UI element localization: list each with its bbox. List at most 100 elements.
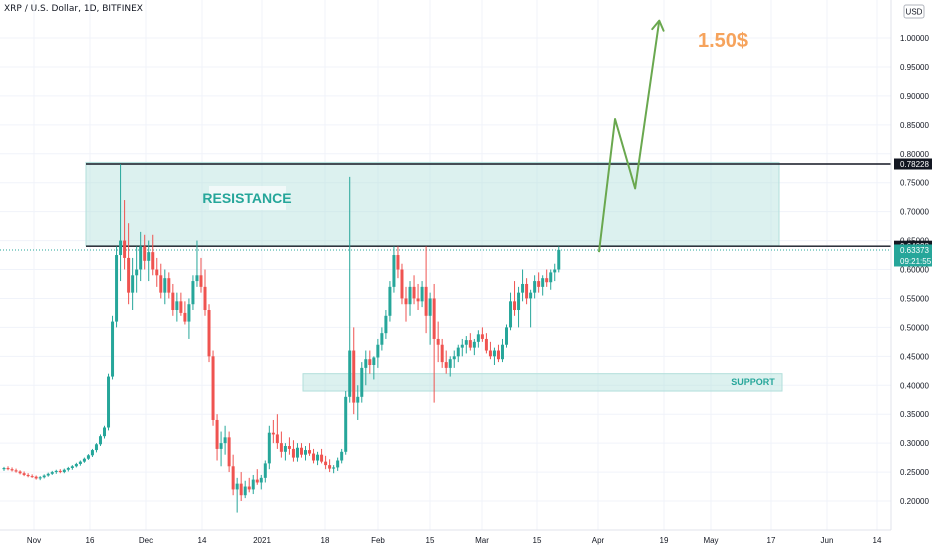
candle-up [187, 304, 191, 322]
price-tick-label: 0.80000 [900, 150, 929, 159]
time-tick-label: 15 [533, 536, 542, 545]
candle-up [316, 454, 320, 461]
candle-down [199, 275, 203, 287]
zones-layer [85, 161, 783, 392]
price-tick-label: 0.30000 [900, 439, 929, 448]
candle-down [203, 286, 207, 311]
candle-up [332, 467, 336, 469]
time-tick-label: 2021 [253, 536, 271, 545]
zone-label-background [209, 186, 286, 210]
time-tick-label: Mar [475, 536, 489, 545]
projection-arrowhead [651, 19, 665, 32]
candle-up [263, 463, 267, 478]
candle-up [295, 447, 299, 458]
price-axis-tag-value: 0.63373 [900, 246, 929, 255]
candle-down [207, 310, 211, 357]
candle-up [372, 357, 376, 365]
time-tick-label: Jun [821, 536, 834, 545]
candle-up [529, 292, 533, 299]
axis-controls[interactable]: 1 USD [903, 4, 925, 19]
candle-up [553, 269, 557, 273]
candle-up [191, 281, 195, 305]
candle-up [267, 432, 271, 464]
candle-up [336, 460, 340, 468]
candle-up [119, 240, 123, 256]
candle-up [364, 359, 368, 368]
candle-up [533, 281, 537, 293]
zone-label-resistance: RESISTANCE [202, 190, 291, 206]
candle-up [195, 275, 199, 282]
candle-down [488, 350, 492, 357]
candle-up [388, 286, 392, 316]
candle-down [34, 476, 38, 479]
price-tick-label: 0.50000 [900, 323, 929, 332]
candle-up [259, 477, 263, 483]
time-tick-label: 16 [86, 536, 95, 545]
candle-down [328, 465, 332, 469]
candle-down [440, 344, 444, 363]
candle-down [143, 246, 147, 261]
candle-up [517, 292, 521, 311]
candle-down [368, 359, 372, 365]
candle-down [279, 443, 283, 452]
candle-down [496, 350, 500, 360]
candle-down [308, 450, 312, 454]
candle-up [163, 278, 167, 293]
currency-label: USD [906, 8, 923, 17]
candle-up [505, 327, 508, 345]
candle-up [428, 298, 432, 316]
candle-up [420, 286, 424, 302]
target-price-label: 1.50$ [698, 30, 748, 52]
candle-up [54, 470, 58, 473]
currency-button[interactable] [903, 4, 925, 19]
candle-up [131, 275, 135, 293]
candle-up [476, 334, 480, 342]
candle-down [480, 334, 484, 339]
candle-up [70, 466, 74, 469]
price-tick-label: 0.75000 [900, 179, 929, 188]
projection-arrow-path [597, 20, 661, 253]
candle-up [464, 340, 468, 345]
chart-title: XRP / U.S. Dollar, 1D, BITFINEX [4, 4, 143, 14]
candle-up [448, 359, 452, 368]
candle-down [320, 454, 324, 462]
candle-up [549, 272, 553, 283]
candle-down [215, 419, 219, 449]
candle-down [400, 269, 404, 299]
candle-up [86, 455, 90, 459]
candle-up [492, 350, 496, 357]
candle-up [557, 249, 561, 270]
candle-up [98, 436, 102, 445]
candle-down [255, 479, 259, 483]
candle-up [521, 283, 525, 293]
candle-down [513, 301, 517, 311]
candle-down [444, 362, 448, 368]
candle-up [380, 333, 384, 345]
candle-down [18, 471, 22, 474]
candle-down [291, 448, 295, 458]
candle-down [6, 468, 10, 470]
time-tick-label: Apr [592, 536, 605, 545]
candle-down [299, 447, 303, 455]
candle-down [179, 301, 183, 313]
candle-down [58, 470, 62, 473]
candle-down [275, 434, 279, 444]
candle-down [22, 473, 26, 475]
candle-down [231, 466, 235, 490]
price-tick-label: 0.20000 [900, 497, 929, 506]
candle-up [107, 376, 111, 428]
time-axis[interactable]: Nov 16 Dec 14 2021 18 Feb 15 Mar 15 Apr 19 May 17 Jun 1… [0, 529, 891, 545]
zone-label-support: SUPPORT [731, 377, 775, 387]
candle-up [243, 486, 247, 496]
candle-up [235, 483, 239, 490]
candle-down [525, 283, 529, 299]
candle-down [416, 298, 420, 302]
candle-down [14, 470, 18, 472]
candle-down [404, 298, 408, 305]
candle-down [26, 474, 30, 477]
candle-up [42, 475, 46, 478]
candle-down [247, 486, 251, 490]
candle-down [211, 356, 215, 420]
